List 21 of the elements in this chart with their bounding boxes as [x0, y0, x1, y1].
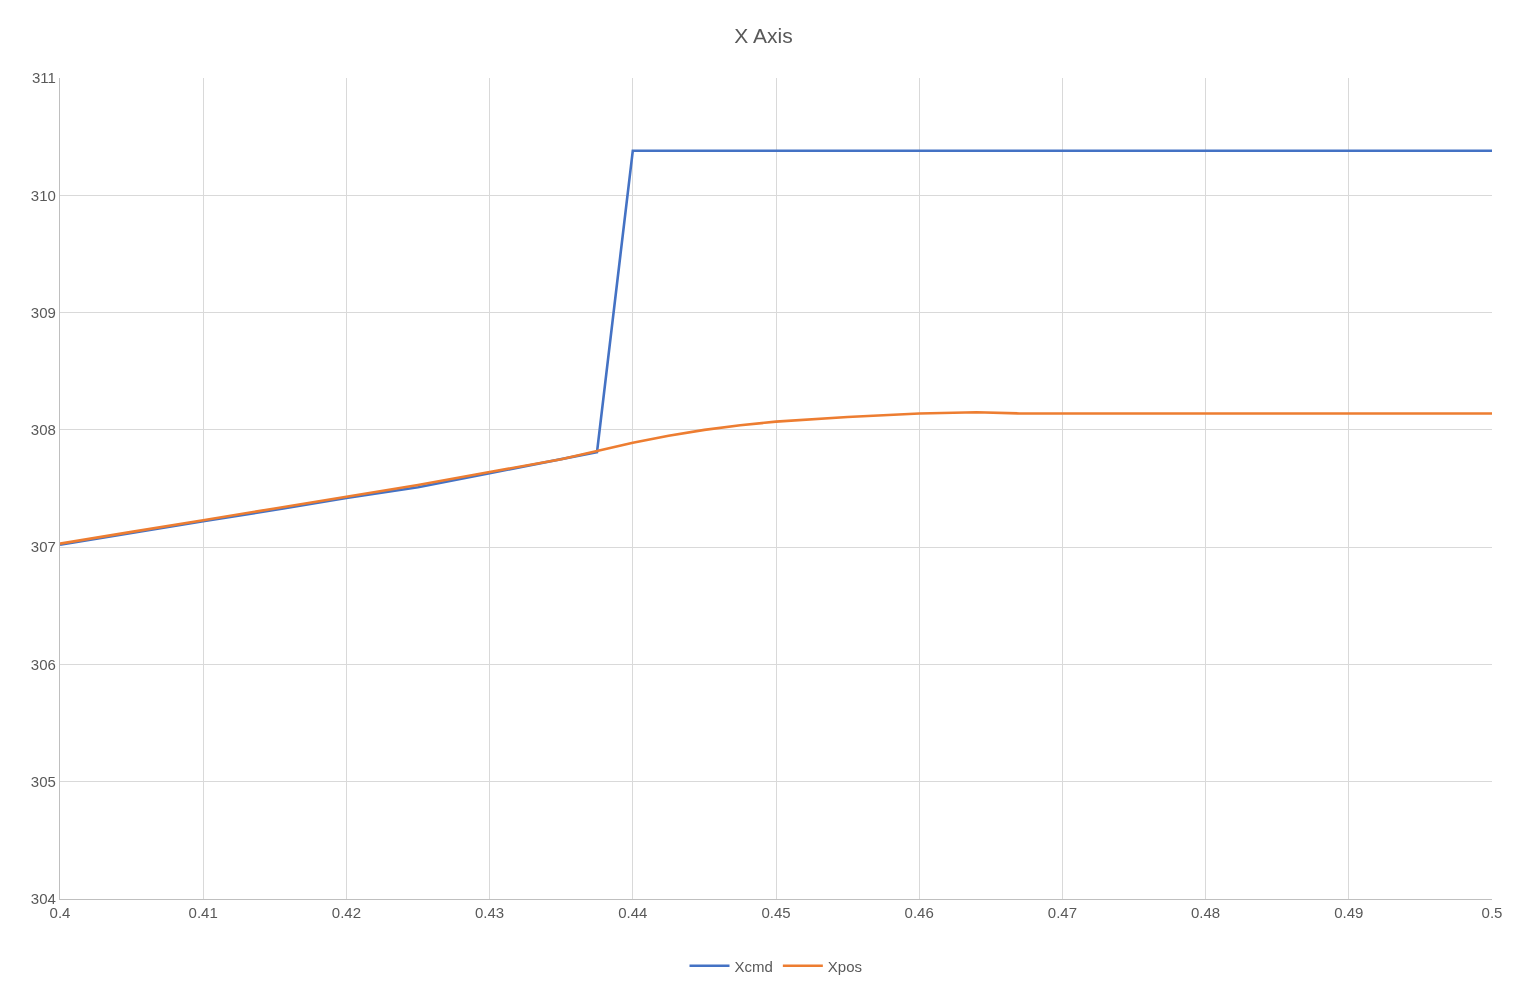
x-tick-label: 0.46 — [904, 904, 934, 922]
legend-label: Xpos — [827, 957, 863, 975]
y-tick-label: 308 — [30, 421, 56, 439]
x-tick-label: 0.42 — [331, 904, 361, 922]
chart-title: X Axis — [734, 24, 793, 48]
y-tick-label: 305 — [30, 772, 56, 790]
x-tick-label: 0.5 — [1481, 904, 1503, 922]
x-tick-label: 0.43 — [475, 904, 505, 922]
legend-label: Xcmd — [734, 957, 773, 975]
x-tick-label: 0.49 — [1334, 904, 1364, 922]
y-tick-label: 310 — [30, 186, 56, 204]
y-tick-label: 309 — [30, 303, 56, 321]
y-tick-label: 307 — [30, 538, 56, 556]
x-tick-label: 0.48 — [1191, 904, 1221, 922]
x-tick-label: 0.47 — [1047, 904, 1077, 922]
y-tick-label: 311 — [31, 69, 56, 87]
y-tick-label: 306 — [30, 655, 56, 673]
x-tick-label: 0.45 — [761, 904, 791, 922]
x-tick-label: 0.41 — [188, 904, 218, 922]
x-tick-label: 0.44 — [618, 904, 648, 922]
line-series — [60, 410, 1492, 545]
